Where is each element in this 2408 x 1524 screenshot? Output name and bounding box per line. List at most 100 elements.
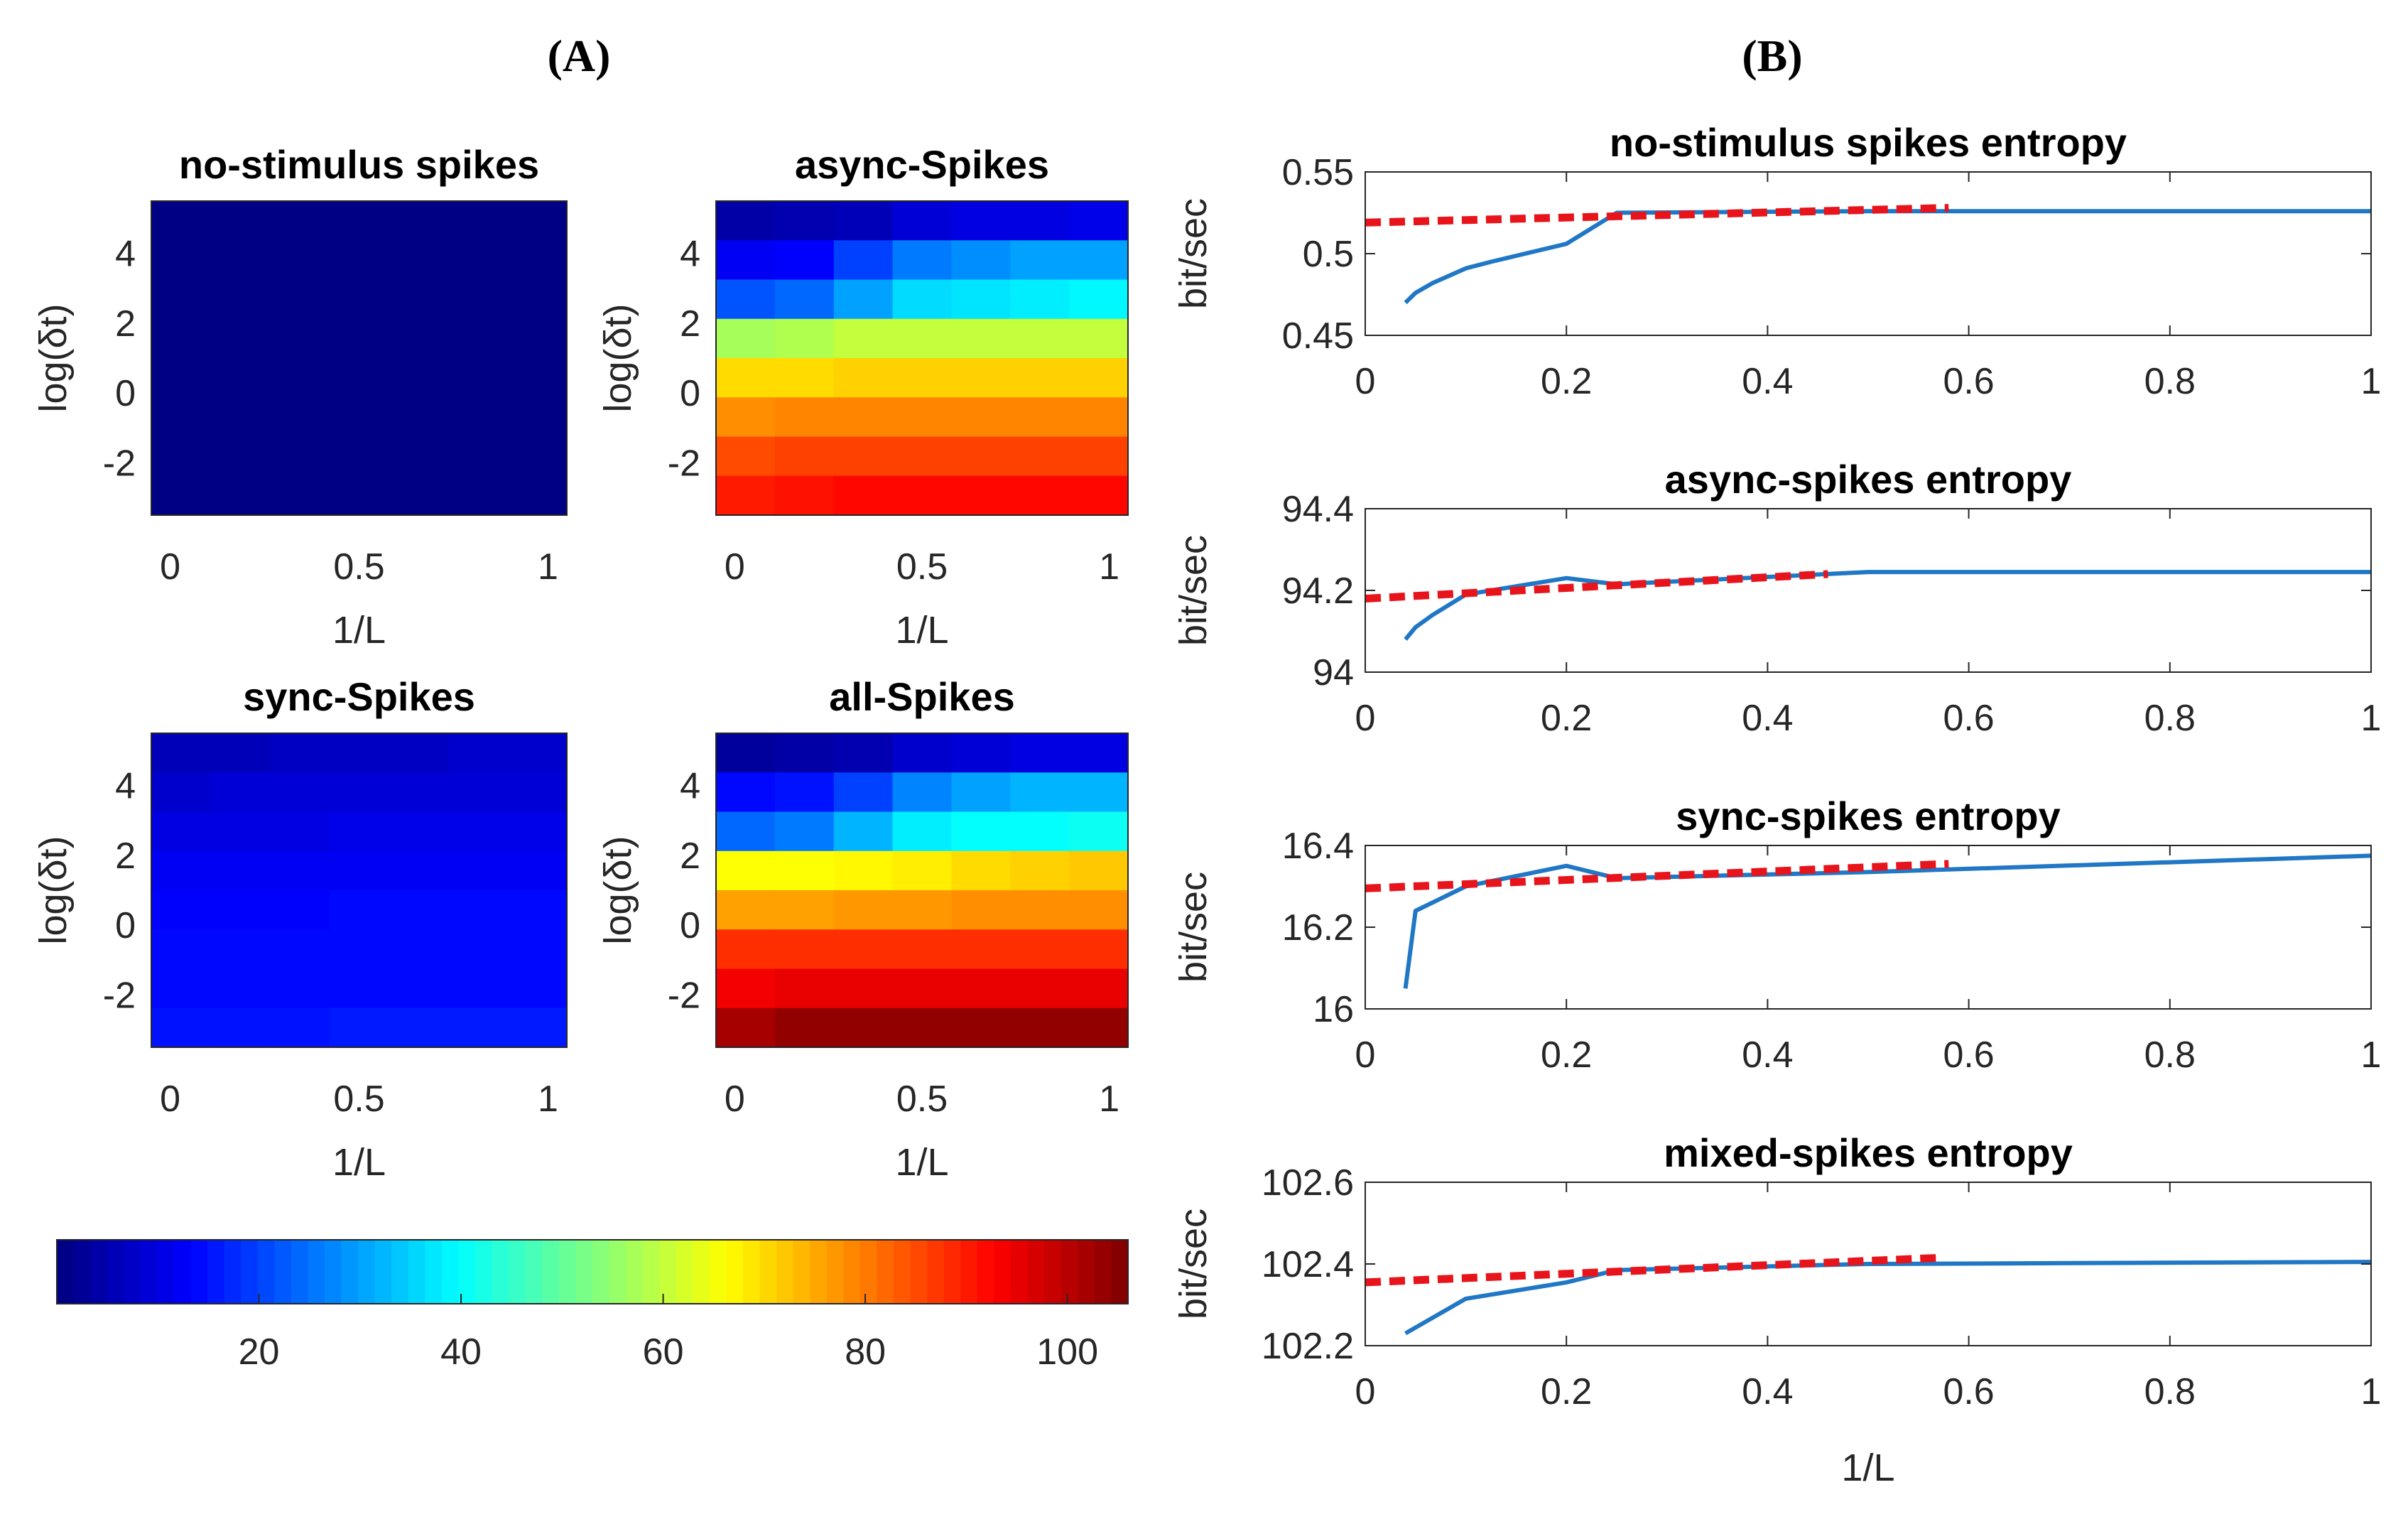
heat-sync-cell — [507, 811, 568, 852]
heat-all-cell — [951, 850, 1011, 891]
heat-all-title: all-Spikes — [829, 674, 1014, 719]
heat-async-cell — [774, 201, 835, 241]
line-sync-ytick-label: 16 — [1313, 989, 1354, 1030]
heat-sync-cell — [389, 850, 449, 891]
heat-no-stimulus-cell — [151, 279, 212, 320]
heat-async-cell — [833, 475, 894, 516]
colorbar-segment — [391, 1240, 409, 1304]
line-sync-xtick-label: 0 — [1355, 1034, 1376, 1076]
heat-all-cell — [1010, 733, 1070, 773]
heat-all-cell — [833, 811, 894, 852]
colorbar-segment — [709, 1240, 727, 1304]
heat-sync-cell — [329, 968, 389, 1009]
heat-async-cell — [1010, 358, 1070, 398]
line-async-xtick-label: 0 — [1355, 698, 1376, 739]
heat-all-cell — [892, 929, 953, 970]
heat-async-xtick-label: 0.5 — [896, 546, 948, 588]
heat-no-stimulus-cell — [210, 279, 271, 320]
heat-no-stimulus-cell — [270, 397, 330, 438]
heat-sync-title: sync-Spikes — [243, 674, 475, 719]
heat-sync-cell — [151, 772, 212, 813]
colorbar-segment — [910, 1240, 928, 1304]
colorbar-segment — [1011, 1240, 1029, 1304]
heat-all-cell — [716, 850, 776, 891]
colorbar-segment — [1027, 1240, 1045, 1304]
heat-no-stimulus-cell — [507, 279, 568, 320]
heat-sync-cell — [151, 1007, 212, 1048]
heat-no-stimulus-cell — [210, 358, 271, 398]
heat-async-cell — [1069, 240, 1129, 281]
heat-no-stimulus-xtick-label: 1 — [538, 546, 558, 588]
heat-all-cell — [774, 850, 835, 891]
heat-no-stimulus-cell — [329, 318, 389, 359]
heat-sync-cell — [270, 890, 330, 930]
line-mixed-group: 0 0.2 0.4 0.6 0.8 1 102.2 102.4 102.6 mixed-spike… — [1172, 1130, 2381, 1489]
heat-sync-cell — [448, 1007, 509, 1048]
line-mixed-xtick-label: 0.8 — [2144, 1371, 2196, 1412]
heat-sync-cell — [151, 929, 212, 970]
heat-no-stimulus-cell — [389, 240, 449, 281]
heat-all-cell — [1010, 1007, 1070, 1048]
heat-all-ytick-label: 0 — [680, 905, 700, 946]
heat-async-cell — [951, 279, 1011, 320]
heat-async-cell — [951, 436, 1011, 477]
heat-async-xtick-label: 1 — [1099, 546, 1119, 588]
heat-sync-ytick-label: -2 — [103, 975, 136, 1016]
heat-sync-cell — [270, 850, 330, 891]
heat-sync-cell — [507, 772, 568, 813]
heat-async-cell — [833, 279, 894, 320]
heat-no-stimulus-cell — [329, 279, 389, 320]
heat-no-stimulus-xlabel: 1/L — [332, 609, 386, 652]
colorbar-segment — [542, 1240, 560, 1304]
heat-no-stimulus-cell — [329, 436, 389, 477]
heat-sync-cell — [507, 968, 568, 1009]
heat-no-stimulus-cell — [151, 475, 212, 516]
heat-all-cell — [774, 968, 835, 1009]
heat-all-xtick-label: 0 — [725, 1079, 745, 1120]
line-no-stimulus-ytick-label: 0.45 — [1282, 315, 1354, 357]
heat-no-stimulus-cell — [210, 240, 271, 281]
heat-sync-cell — [210, 890, 271, 930]
heat-no-stimulus-cell — [389, 475, 449, 516]
heat-no-stimulus-frame — [151, 200, 568, 516]
heat-async-cell — [951, 201, 1011, 241]
heat-async-ytick-label: 0 — [680, 373, 700, 414]
heat-sync-cell — [210, 929, 271, 970]
heat-async-cell — [833, 397, 894, 438]
heat-async-cell — [951, 318, 1011, 359]
heat-no-stimulus-cell — [448, 279, 509, 320]
colorbar-segment — [994, 1240, 1012, 1304]
heat-no-stimulus-cell — [151, 201, 212, 241]
colorbar-segment — [894, 1240, 911, 1304]
colorbar-segment — [860, 1240, 878, 1304]
heat-all-cell — [716, 890, 776, 930]
heat-sync-cell — [151, 890, 212, 930]
heat-sync-cell — [507, 850, 568, 891]
heat-async-ylabel: log(δt) — [597, 303, 639, 412]
heat-sync-cell — [210, 850, 271, 891]
line-no-stimulus-xtick-label: 1 — [2361, 361, 2382, 402]
heat-async-cell — [716, 475, 776, 516]
heat-sync-cell — [507, 890, 568, 930]
heat-sync-cell — [329, 772, 389, 813]
heat-no-stimulus-cell — [507, 201, 568, 241]
heat-async-cell — [716, 397, 776, 438]
colorbar-segment — [558, 1240, 577, 1304]
colorbar-segment — [726, 1240, 744, 1304]
colorbar-segment — [492, 1240, 509, 1304]
heat-no-stimulus-cell — [448, 318, 509, 359]
colorbar-group: 20 40 60 80 100 — [56, 1239, 1129, 1373]
colorbar-segment — [676, 1240, 693, 1304]
colorbar-segment — [1078, 1240, 1095, 1304]
colorbar-segment — [509, 1240, 526, 1304]
heat-async-cell — [1069, 436, 1129, 477]
heat-all-cell — [951, 968, 1011, 1009]
heat-sync-cell — [151, 811, 212, 852]
panel-a-label: (A) — [548, 31, 611, 81]
colorbar-tick-label: 20 — [239, 1331, 280, 1373]
heat-all-cell — [716, 1007, 776, 1048]
heat-async-cell — [774, 397, 835, 438]
heat-all-cell — [1069, 733, 1129, 773]
colorbar-segment — [241, 1240, 259, 1304]
heat-no-stimulus-cell — [210, 436, 271, 477]
